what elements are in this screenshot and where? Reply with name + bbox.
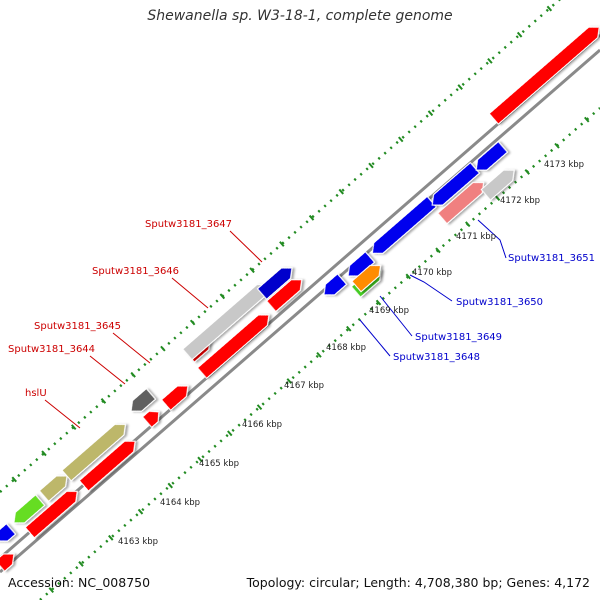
gene-sputw3181-3644[interactable] <box>127 387 157 417</box>
label-leaders <box>44 219 507 429</box>
tick-label-4166: 4166 kbp <box>242 420 282 430</box>
label-leader-line <box>171 277 209 309</box>
gene-label-sputw3181-3648[interactable]: Sputw3181_3648 <box>393 352 480 363</box>
gene-bottom-1[interactable] <box>343 250 376 282</box>
gene-bottom-8[interactable] <box>472 140 509 176</box>
label-leader-line <box>229 230 263 263</box>
gene-top-3[interactable] <box>24 486 82 539</box>
gene-top-6[interactable] <box>78 436 140 492</box>
gene-hslu[interactable] <box>61 419 130 482</box>
tick-label-4173: 4173 kbp <box>544 160 584 170</box>
gene-top-0[interactable] <box>0 522 17 547</box>
gene-label-sputw3181-3645[interactable]: Sputw3181_3645 <box>34 321 121 332</box>
tick-label-4169: 4169 kbp <box>369 306 409 316</box>
label-leader-line <box>409 274 453 302</box>
genes-layer <box>0 22 600 573</box>
page-title: Shewanella sp. W3-18-1, complete genome <box>147 8 453 24</box>
gene-label-hslu[interactable]: hslU <box>25 388 47 399</box>
label-leader-line <box>112 332 151 364</box>
gene-label-sputw3181-3651[interactable]: Sputw3181_3651 <box>508 253 595 264</box>
label-leader-line <box>477 219 507 259</box>
gene-label-sputw3181-3644[interactable]: Sputw3181_3644 <box>8 344 95 355</box>
tick-label-4164: 4164 kbp <box>160 498 200 508</box>
gene-label-sputw3181-3650[interactable]: Sputw3181_3650 <box>456 297 543 308</box>
gene-top-4[interactable] <box>38 471 71 502</box>
outer-tick-track <box>0 0 561 493</box>
gene-label-sputw3181-3647[interactable]: Sputw3181_3647 <box>145 219 232 230</box>
label-leader-line <box>89 355 126 385</box>
gene-bottom-5[interactable] <box>428 161 481 211</box>
gene-top-9[interactable] <box>160 381 192 412</box>
gene-top-7[interactable] <box>141 407 164 429</box>
outer-major-ticks <box>0 0 564 495</box>
tick-label-4171: 4171 kbp <box>456 232 496 242</box>
label-leader-line <box>359 319 391 357</box>
gene-sputw3181-3647[interactable] <box>256 263 296 301</box>
gene-label-sputw3181-3646[interactable]: Sputw3181_3646 <box>92 266 179 277</box>
gene-bottom-0[interactable] <box>319 273 348 300</box>
gene-top-15[interactable] <box>488 22 600 125</box>
label-leader-line <box>379 295 413 337</box>
gene-top-12[interactable] <box>196 310 273 380</box>
tick-label-4167: 4167 kbp <box>284 381 324 391</box>
backbone-inner-line <box>0 48 600 574</box>
label-leader-line <box>44 399 81 429</box>
gene-top-2[interactable] <box>9 494 46 528</box>
gene-sputw3181-3649[interactable] <box>351 260 385 293</box>
tick-label-4165: 4165 kbp <box>199 459 239 469</box>
tick-label-4170: 4170 kbp <box>412 268 452 278</box>
genome-summary-text: Topology: circular; Length: 4,708,380 bp… <box>246 575 590 590</box>
accession-text: Accession: NC_008750 <box>8 575 151 590</box>
gene-top-14[interactable] <box>265 274 307 313</box>
tick-label-4163: 4163 kbp <box>118 537 158 547</box>
gene-top-1[interactable] <box>0 549 19 573</box>
tick-label-4168: 4168 kbp <box>326 343 366 353</box>
gene-label-sputw3181-3649[interactable]: Sputw3181_3649 <box>415 332 502 343</box>
tick-label-4172: 4172 kbp <box>500 196 540 206</box>
gene-sputw3181-3651[interactable] <box>480 165 519 201</box>
